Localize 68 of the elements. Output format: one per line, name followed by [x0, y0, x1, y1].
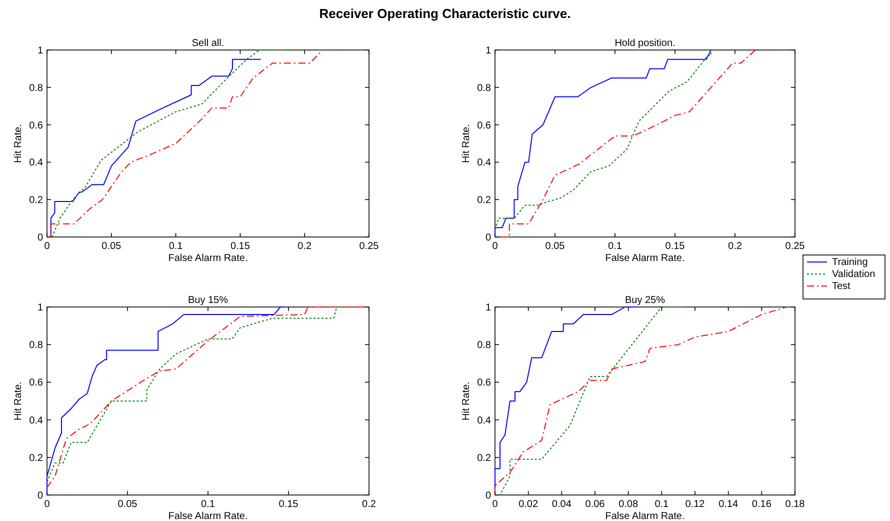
x-tick-label: 0.25: [359, 241, 380, 252]
x-axis-title: False Alarm Rate.: [605, 253, 685, 264]
x-tick-label: 0.18: [785, 499, 806, 510]
y-tick-label: 0.2: [29, 195, 44, 206]
x-tick-label: 0.2: [728, 241, 742, 252]
x-tick-label: 0.15: [665, 241, 686, 252]
x-tick-label: 0.15: [278, 499, 299, 510]
x-tick-label: 0.2: [298, 241, 312, 252]
x-tick-label: 0.02: [518, 499, 538, 510]
y-axis-title: Hit Rate.: [13, 124, 24, 163]
y-tick-label: 0: [485, 232, 492, 244]
line-series: [500, 50, 756, 238]
x-tick-label: 0.14: [718, 499, 738, 510]
x-tick-label: 0.05: [545, 241, 566, 252]
text: Receiver Operating Characteristic curve.: [319, 6, 571, 21]
chart-title: Sell all.: [192, 38, 224, 49]
x-tick-label: 0.12: [685, 499, 706, 510]
x-tick-label: 0.1: [654, 499, 670, 510]
y-tick-label: 1: [485, 302, 492, 314]
y-axis-title: Hit Rate.: [13, 382, 24, 420]
y-tick-label: 0.4: [477, 415, 492, 426]
y-tick-label: 0.6: [29, 378, 44, 389]
y-tick-label: 0.4: [29, 415, 44, 426]
x-tick-label: 0: [492, 241, 498, 252]
y-tick-label: 0: [37, 232, 44, 244]
x-tick-label: 0.1: [168, 241, 184, 252]
x-tick-label: 0.16: [752, 499, 772, 510]
x-axis-title: False Alarm Rate.: [168, 511, 248, 521]
y-tick-label: 1: [37, 46, 44, 56]
y-tick-label: 0.8: [29, 340, 44, 352]
y-tick-label: 0.8: [477, 82, 492, 94]
x-tick-label: 0.06: [585, 499, 606, 510]
x-tick-label: 0.05: [102, 241, 122, 252]
y-tick-label: 0.6: [477, 378, 492, 389]
y-tick-label: 0.2: [477, 195, 492, 206]
chart-title: Buy 15%: [188, 295, 228, 306]
x-tick-label: 0.05: [118, 499, 138, 510]
x-axis-title: False Alarm Rate.: [605, 511, 685, 521]
x-tick-label: 0: [44, 499, 50, 510]
chart-title: Hold position.: [614, 38, 676, 49]
x-tick-label: 0.2: [362, 499, 376, 510]
legend-label: Validation: [832, 269, 876, 280]
y-tick-label: 0.4: [477, 158, 492, 169]
x-tick-label: 0.15: [230, 241, 250, 252]
y-tick-label: 0.8: [477, 340, 492, 352]
y-tick-label: 0: [485, 490, 492, 502]
x-tick-label: 0.1: [201, 499, 216, 510]
y-tick-label: 0: [37, 490, 44, 502]
x-tick-label: 0.1: [608, 241, 622, 252]
y-tick-label: 1: [37, 302, 44, 314]
y-axis-title: Hit Rate.: [461, 382, 472, 420]
y-tick-label: 0.8: [29, 82, 44, 94]
legend-label: Test: [832, 281, 851, 292]
y-axis-title: Hit Rate.: [461, 124, 472, 163]
y-tick-label: 0.6: [477, 120, 492, 132]
chart-title: Buy 25%: [624, 295, 666, 306]
x-tick-label: 0: [492, 499, 498, 510]
y-tick-label: 0.2: [29, 452, 44, 464]
y-tick-label: 1: [485, 46, 492, 56]
x-tick-label: 0.25: [785, 241, 806, 252]
x-tick-label: 0: [44, 241, 50, 252]
x-tick-label: 0.08: [618, 499, 638, 510]
y-tick-label: 0.4: [29, 158, 44, 169]
y-tick-label: 0.2: [477, 452, 492, 464]
x-tick-label: 0.04: [552, 499, 572, 510]
legend-label: Training: [832, 257, 868, 268]
x-axis-title: False Alarm Rate.: [168, 253, 248, 264]
y-tick-label: 0.6: [29, 120, 44, 132]
